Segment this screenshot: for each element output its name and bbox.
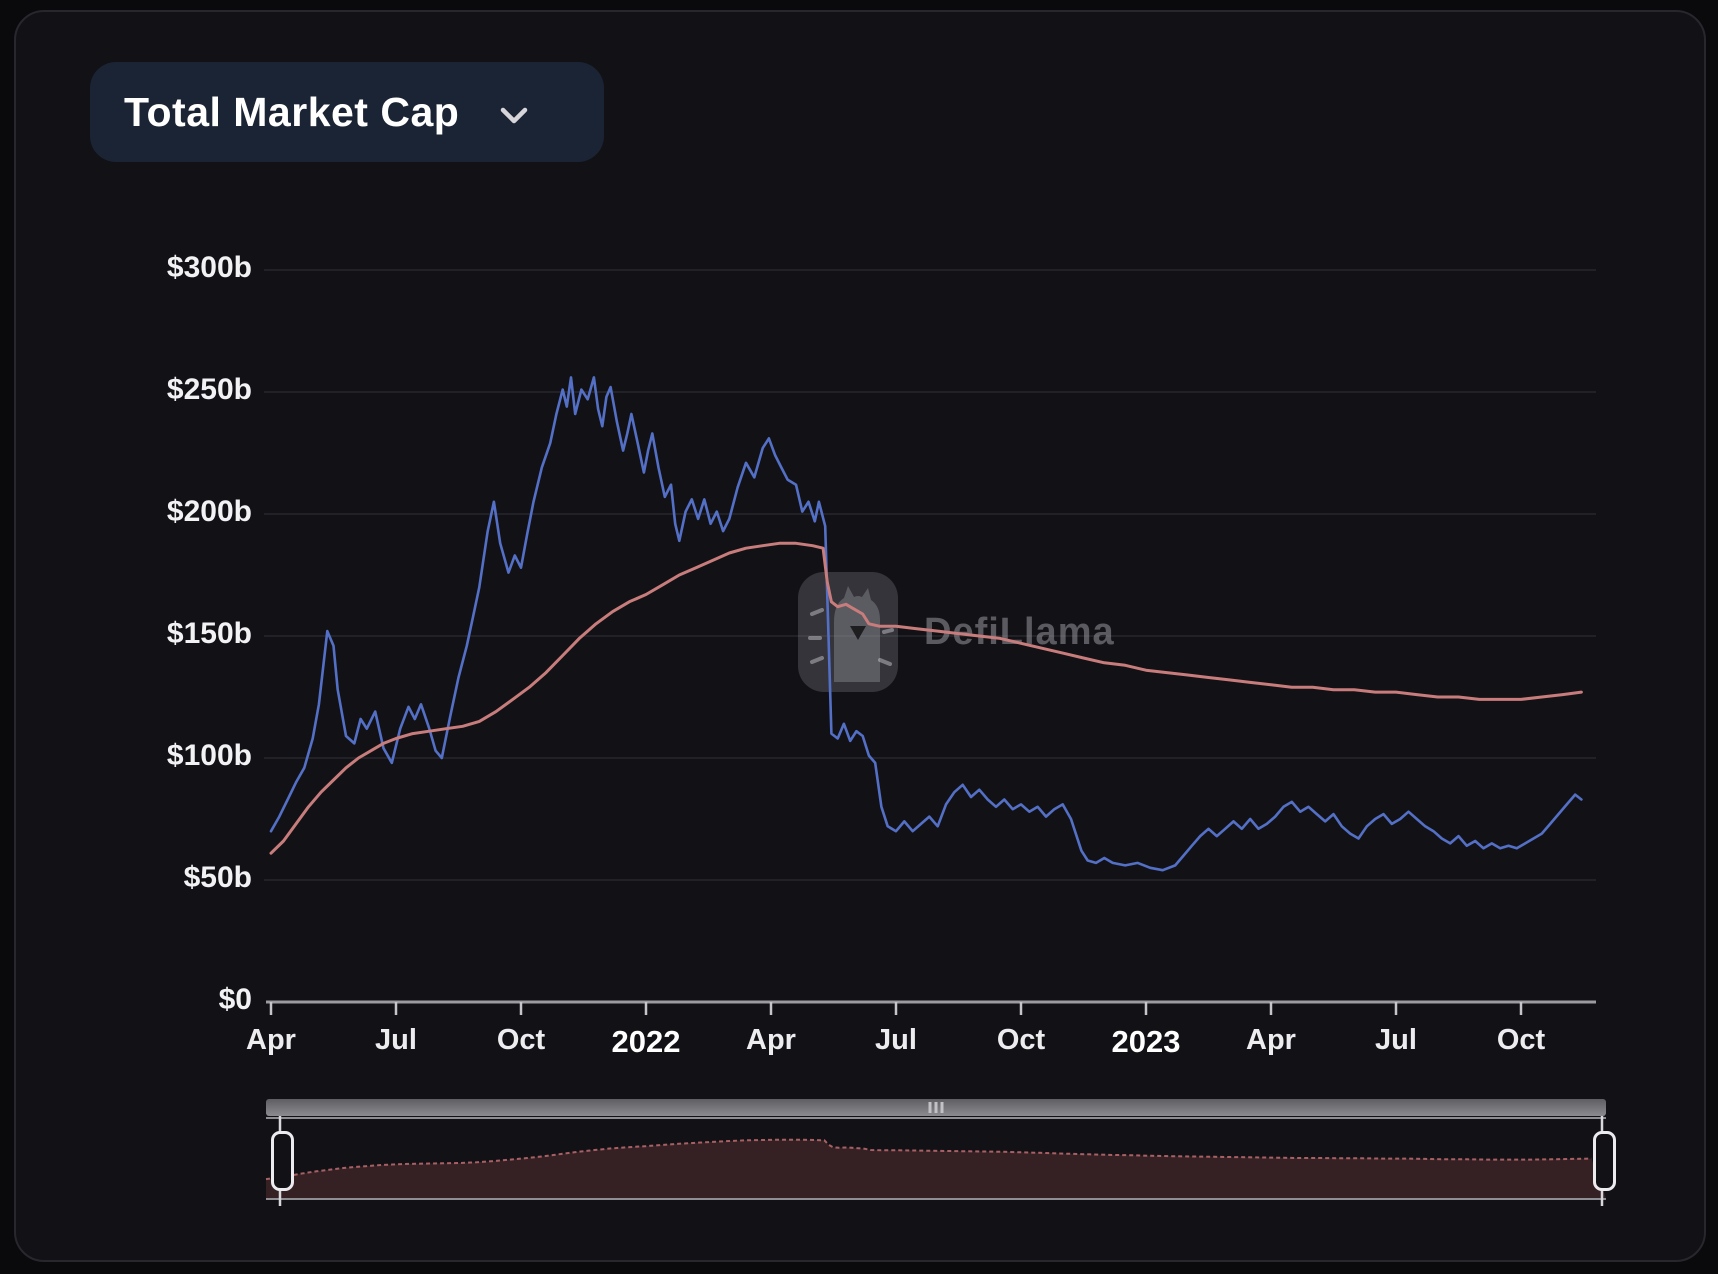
y-axis-tick-label: $250b <box>166 373 252 406</box>
brush-right-handle[interactable] <box>1593 1131 1616 1191</box>
x-axis-tick-label: 2022 <box>611 1024 681 1059</box>
drag-dots-icon <box>928 1102 944 1113</box>
metric-selector-button[interactable]: Total Market Cap <box>90 62 604 162</box>
x-axis-tick-label: Apr <box>246 1024 296 1056</box>
y-axis-tick-label: $50b <box>183 861 252 894</box>
chart-card: Total Market Cap DefiLlama <box>14 10 1706 1262</box>
y-axis-tick-label: $300b <box>166 251 252 284</box>
brush-left-handle[interactable] <box>271 1131 294 1191</box>
x-axis-tick-label: 2023 <box>1111 1024 1181 1059</box>
chart-grid-axes <box>264 269 1596 1015</box>
market-cap-chart[interactable] <box>16 12 1718 1274</box>
x-axis-tick-label: Jul <box>1375 1024 1417 1056</box>
brush-preview-line <box>265 1138 1592 1181</box>
y-axis-tick-label: $200b <box>166 495 252 528</box>
x-axis-tick-label: Apr <box>746 1024 796 1056</box>
watermark: DefiLlama <box>796 570 1115 694</box>
watermark-text: DefiLlama <box>924 610 1115 653</box>
blue-series-line <box>269 376 1583 872</box>
y-axis-tick-label: $150b <box>166 617 252 650</box>
x-axis-tick-label: Oct <box>496 1024 546 1056</box>
brush-mini-chart[interactable] <box>16 12 1718 1274</box>
x-axis-tick-label: Oct <box>1496 1024 1546 1056</box>
chevron-down-icon <box>501 107 528 123</box>
x-axis-tick-label: Oct <box>996 1024 1046 1056</box>
y-axis-tick-label: $100b <box>166 739 252 772</box>
defillama-logo-icon <box>798 572 898 692</box>
metric-selector-label: Total Market Cap <box>124 88 460 135</box>
x-axis-tick-label: Jul <box>875 1024 917 1056</box>
red-series-line <box>269 541 1583 855</box>
x-axis-tick-label: Apr <box>1246 1024 1296 1056</box>
x-axis-tick-label: Jul <box>375 1024 417 1056</box>
brush-area <box>266 1139 1606 1198</box>
y-axis-tick-label: $0 <box>218 983 252 1016</box>
brush-scrollbar[interactable] <box>266 1099 1606 1116</box>
